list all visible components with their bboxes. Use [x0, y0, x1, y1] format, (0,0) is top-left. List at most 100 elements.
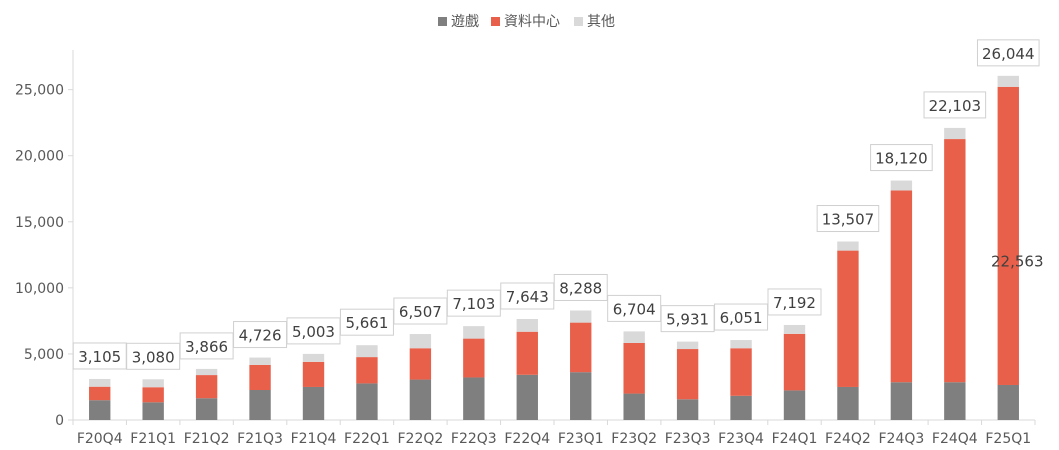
bar-segment-datacenter — [409, 348, 432, 380]
bar-segment-game — [89, 400, 111, 420]
total-label: 7,192 — [773, 294, 816, 312]
legend-swatch-0 — [438, 17, 447, 26]
bar-segment-other — [890, 180, 913, 191]
total-label: 7,643 — [506, 288, 549, 306]
bar-segment-other — [249, 357, 271, 365]
bar-segment-other — [463, 326, 485, 339]
bar-segment-game — [142, 402, 164, 420]
bar-segment-other — [302, 353, 325, 362]
total-label-box — [553, 273, 608, 301]
legend-label-1: 資料中心 — [504, 14, 560, 30]
legend-label-0: 遊戲 — [451, 14, 479, 30]
x-axis: F20Q4 F21Q1 F21Q2 F21Q3 F21Q4 F22Q1 F22Q2 F22Q3… — [72, 419, 1036, 447]
bar-segment-game — [890, 382, 913, 420]
bar-segment-game — [570, 372, 592, 420]
total-label: 6,507 — [399, 303, 442, 321]
bar-segment-other — [837, 241, 859, 251]
legend-swatch-2 — [574, 17, 583, 26]
bar-segment-game — [623, 393, 645, 420]
total-label: 3,080 — [132, 348, 175, 366]
bar-segment-datacenter — [516, 331, 538, 375]
bar-segment-datacenter — [837, 250, 859, 387]
total-label-box — [923, 91, 987, 119]
total-label-box — [714, 303, 769, 331]
x-tick-label: F25Q1 — [985, 431, 1031, 447]
datacenter-value-label: 22,563 — [991, 252, 1044, 270]
total-label: 26,044 — [982, 45, 1035, 63]
total-label-box — [767, 288, 822, 316]
bar-segment-other — [944, 127, 966, 140]
total-label: 6,704 — [613, 300, 656, 318]
bar-segment-other — [623, 331, 645, 343]
x-tick-label: F21Q2 — [184, 431, 230, 447]
total-label: 22,103 — [929, 97, 982, 115]
y-tick-label: 15,000 — [15, 215, 64, 231]
x-tick-label: F24Q1 — [772, 431, 818, 447]
total-label-box — [286, 317, 341, 345]
bar-segment-other — [142, 379, 164, 388]
bar-segment-other — [783, 324, 806, 334]
y-tick-label: 10,000 — [15, 281, 64, 297]
bar-segment-other — [409, 334, 432, 349]
bar-segment-datacenter — [676, 349, 699, 400]
legend: 遊戲 資料中心 其他 — [438, 14, 615, 30]
bar-segment-game — [463, 377, 485, 420]
x-tick-label: F23Q1 — [558, 431, 604, 447]
y-tick-label: 20,000 — [15, 149, 64, 165]
bar-segment-datacenter — [570, 322, 592, 373]
y-tick-label: 0 — [55, 413, 64, 429]
total-label: 6,051 — [720, 309, 763, 327]
x-tick-label: F22Q3 — [451, 431, 497, 447]
bar-segment-datacenter — [623, 342, 645, 394]
total-label: 5,661 — [345, 314, 388, 332]
total-label: 7,103 — [452, 295, 495, 313]
x-tick-label: F21Q3 — [237, 431, 283, 447]
data-labels: 3,105 3,080 3,866 4,726 5,003 5,661 6,507 7,103… — [72, 39, 1044, 370]
bar-segment-other — [89, 378, 111, 387]
bar-segment-datacenter — [249, 364, 271, 391]
x-tick-label: F21Q4 — [291, 431, 337, 447]
legend-label-2: 其他 — [587, 14, 615, 30]
bar-segment-game — [409, 379, 432, 420]
bar-segment-datacenter — [783, 333, 806, 391]
bar-segment-datacenter — [997, 86, 1019, 385]
bar-segment-other — [570, 310, 592, 323]
bar-segment-other — [730, 340, 752, 349]
bar-segment-game — [997, 384, 1019, 420]
total-label: 3,105 — [78, 348, 121, 366]
bar-segment-datacenter — [142, 387, 164, 403]
x-tick-label: F22Q1 — [344, 431, 390, 447]
total-label: 3,866 — [185, 338, 228, 356]
x-tick-label: F23Q2 — [611, 431, 657, 447]
total-label-box — [976, 39, 1040, 67]
total-label-box — [660, 305, 715, 333]
bar-segment-datacenter — [730, 348, 752, 396]
bar-segment-datacenter — [463, 338, 485, 378]
total-label: 4,726 — [239, 327, 282, 345]
total-label-box — [500, 282, 555, 310]
bar-segment-game — [676, 399, 699, 420]
total-label: 5,931 — [666, 311, 709, 329]
bar-segment-game — [730, 395, 752, 420]
legend-swatch-1 — [491, 17, 500, 26]
bar-segment-game — [356, 383, 378, 420]
bar-segment-game — [195, 398, 218, 420]
total-label-box — [179, 332, 234, 360]
x-tick-label: F24Q2 — [825, 431, 871, 447]
total-label-box — [870, 144, 933, 172]
total-label: 8,288 — [559, 279, 602, 297]
bar-segment-other — [516, 319, 538, 332]
bar-segment-other — [676, 341, 699, 350]
bar-segment-game — [302, 386, 325, 420]
bar-segment-other — [195, 368, 218, 376]
total-label: 18,120 — [875, 150, 928, 168]
bar-segment-game — [837, 386, 859, 420]
bar-segment-game — [516, 374, 538, 420]
x-tick-label: F20Q4 — [77, 431, 123, 447]
y-axis: 0 5,000 10,000 15,000 20,000 25,000 — [15, 50, 74, 429]
x-tick-label: F23Q3 — [665, 431, 711, 447]
y-tick-label: 5,000 — [24, 347, 64, 363]
x-tick-label: F24Q4 — [932, 431, 978, 447]
bars — [89, 75, 1019, 420]
